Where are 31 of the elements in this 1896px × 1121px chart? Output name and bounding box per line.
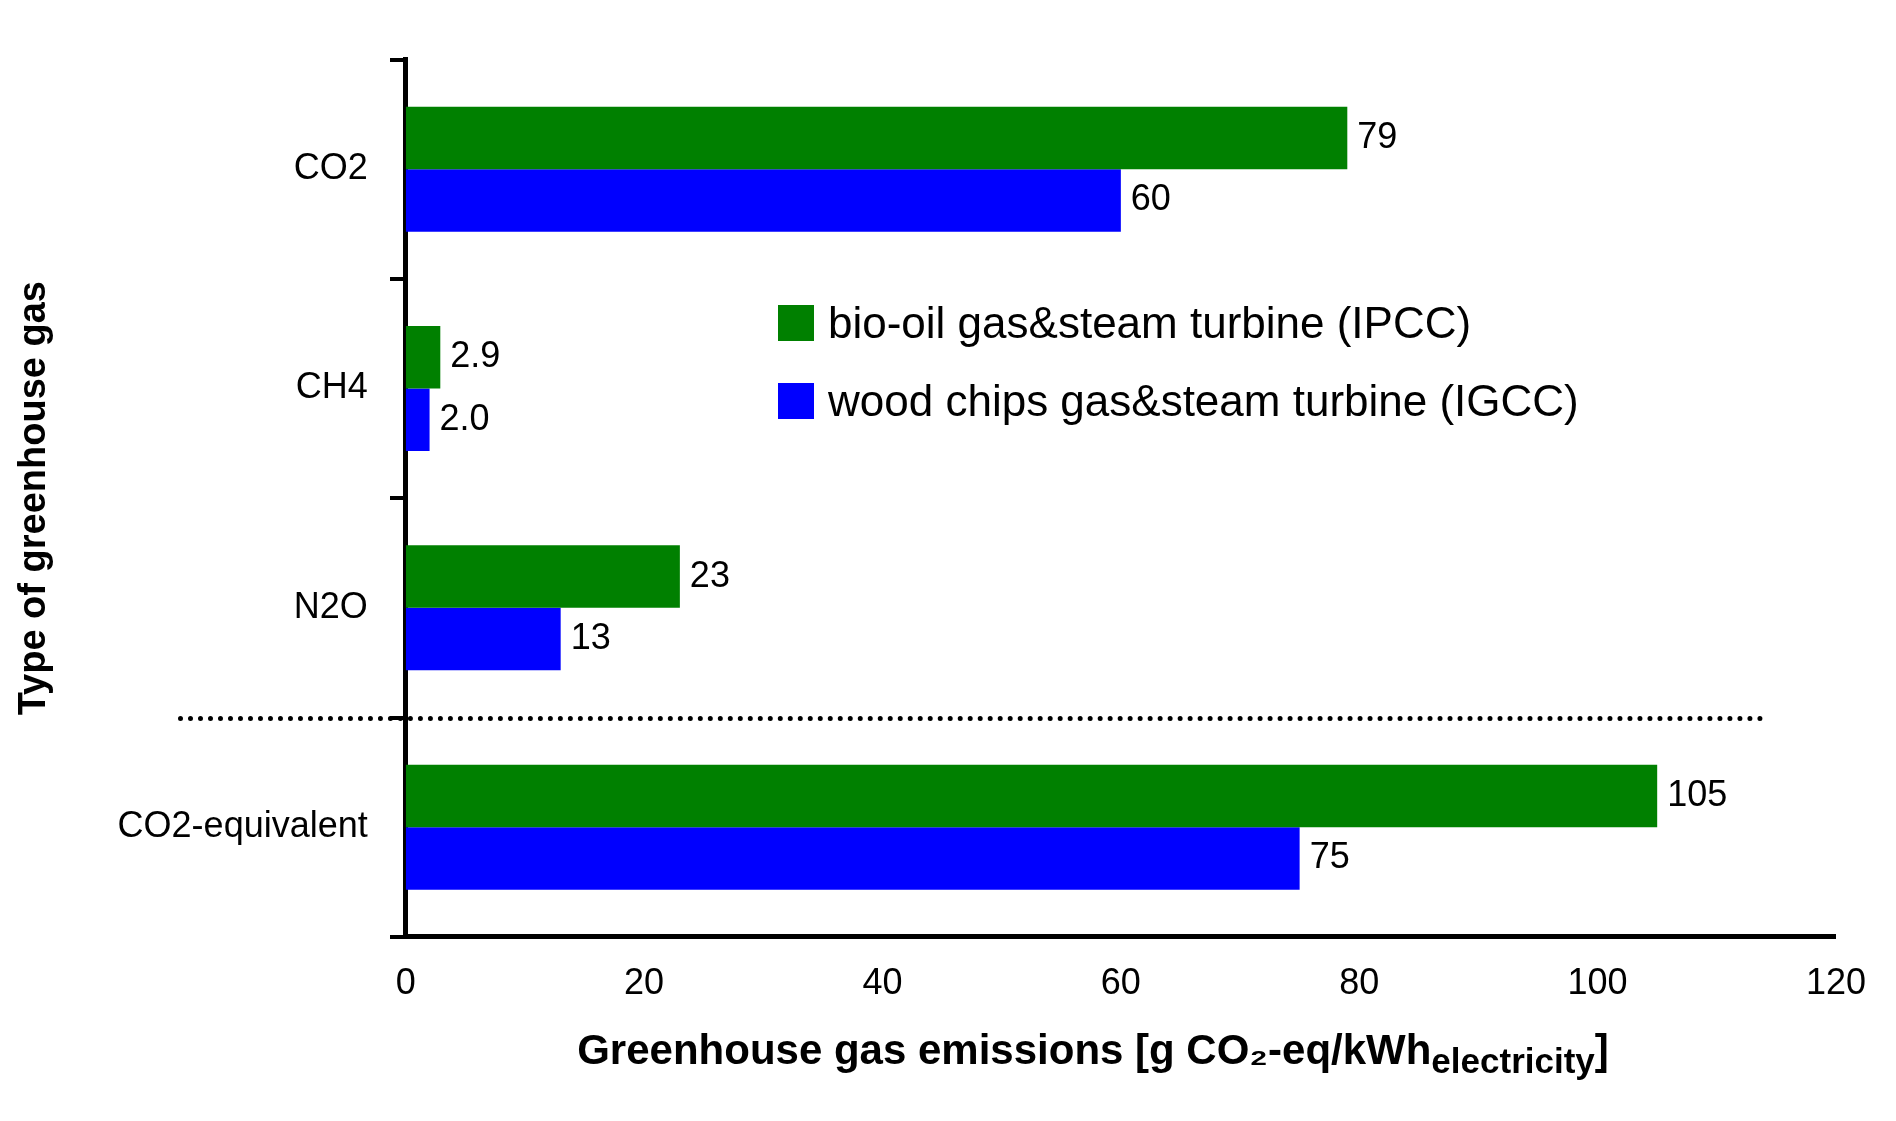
data-label: 23: [689, 553, 730, 595]
bar: [405, 169, 1121, 232]
y-tick-label: N2O: [293, 584, 368, 626]
legend-label: bio-oil gas&steam turbine (IPCC): [828, 298, 1472, 348]
y-tick-label: CO2-equivalent: [117, 804, 368, 846]
data-label: 60: [1130, 177, 1171, 219]
data-label: 2.9: [450, 334, 501, 376]
data-label: 75: [1309, 835, 1350, 877]
x-tick-label: 100: [1567, 961, 1628, 1003]
data-label: 79: [1357, 114, 1398, 156]
bar: [405, 607, 561, 671]
bar: [405, 764, 1658, 828]
y-tick-label: CO2: [293, 146, 368, 188]
data-label: 2.0: [439, 396, 490, 438]
bar: [405, 106, 1348, 170]
legend-label: wood chips gas&steam turbine (IGCC): [828, 376, 1579, 426]
x-tick-label: 40: [862, 961, 903, 1003]
x-tick-label: 20: [624, 961, 665, 1003]
bar: [405, 827, 1300, 890]
bar: [405, 545, 680, 608]
x-tick-label: 80: [1339, 961, 1380, 1003]
x-tick-label: 120: [1805, 961, 1867, 1003]
x-axis-title: Greenhouse gas emissions [g CO₂-eq/kWh$_{electricity}$]: [576, 1026, 1610, 1082]
bar: [405, 326, 441, 389]
bar: [405, 388, 430, 452]
data-label: 13: [570, 616, 611, 658]
x-tick-label: 60: [1100, 961, 1141, 1003]
y-axis-title: Type of greenhouse gas: [11, 281, 54, 716]
y-tick-label: CH4: [295, 365, 368, 407]
data-label: 105: [1667, 772, 1728, 814]
x-tick-label: 0: [395, 961, 416, 1003]
